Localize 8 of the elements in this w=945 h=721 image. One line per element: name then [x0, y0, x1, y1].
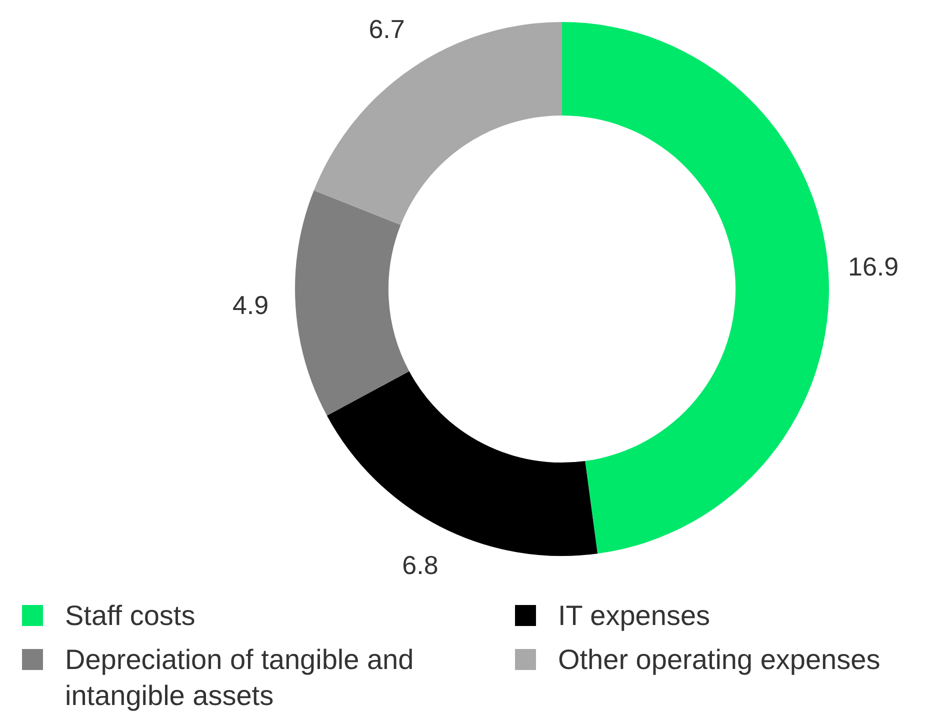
data-label: 6.7	[368, 14, 405, 44]
data-label: 16.9	[848, 251, 899, 282]
data-label: 6.8	[402, 550, 438, 580]
data-label: 4.9	[232, 290, 269, 320]
legend-label: IT expenses	[558, 599, 710, 633]
legend-label: Depreciation of tangible and intangible assets	[65, 643, 415, 713]
legend-label: Other operating expenses	[558, 643, 880, 677]
legend-label: Staff costs	[65, 599, 196, 633]
